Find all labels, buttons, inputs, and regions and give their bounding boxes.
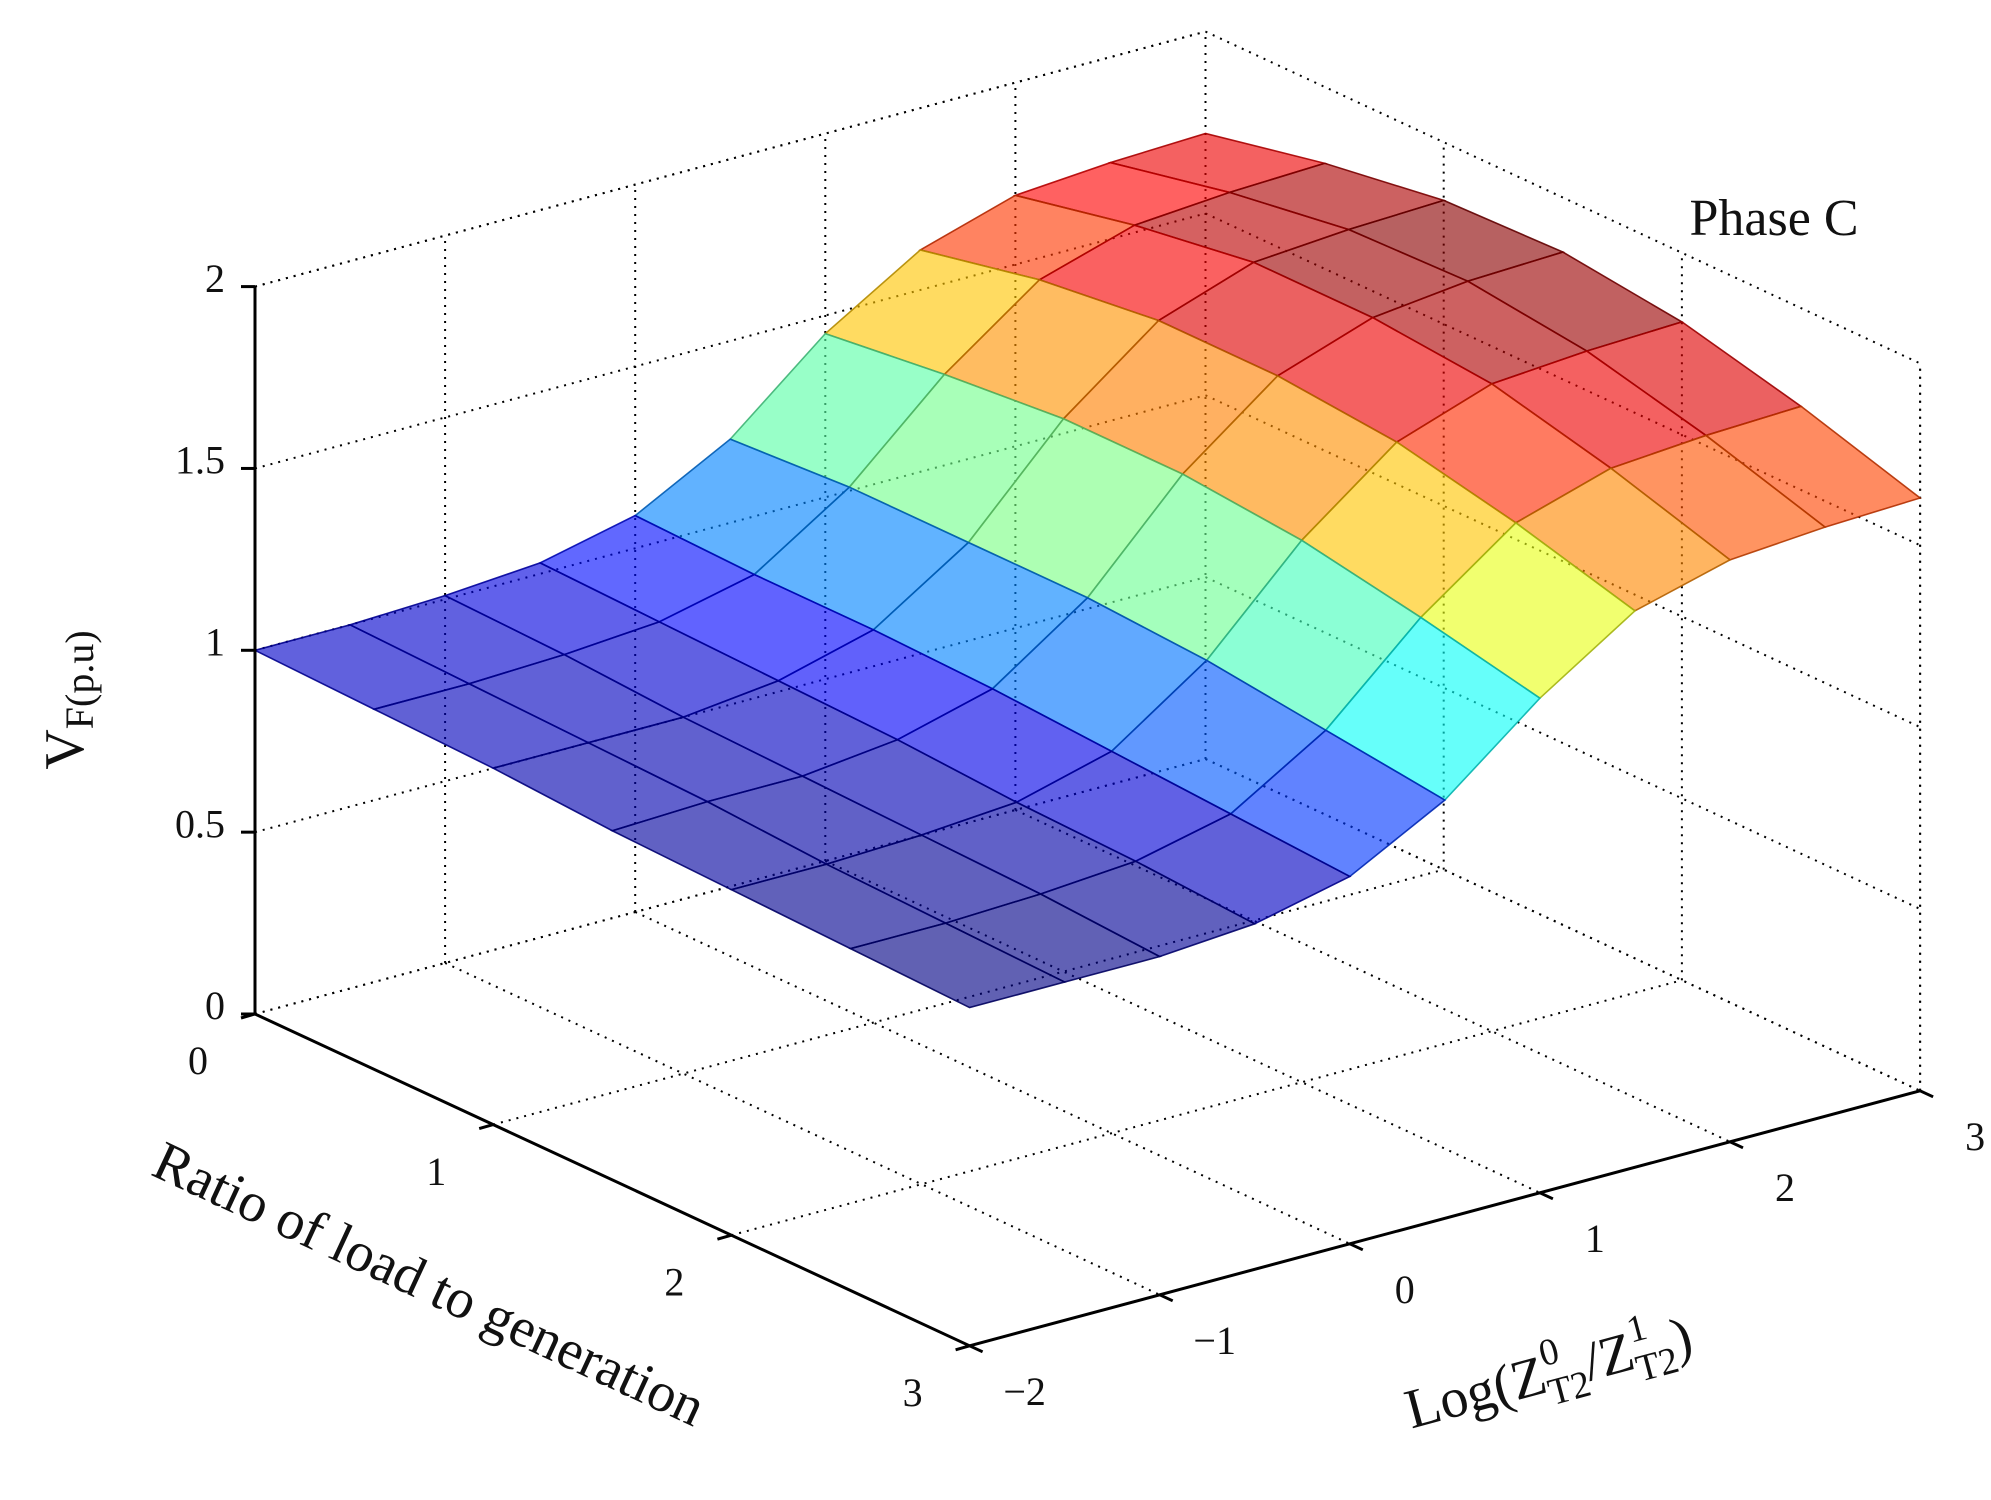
y-tick	[1729, 1140, 1744, 1150]
y-tick-label: 0	[1395, 1267, 1415, 1312]
z-tick-label: 1.5	[175, 438, 225, 483]
grid-line	[634, 911, 1351, 1245]
z-tick-label: 0.5	[175, 801, 225, 846]
y-tick-label: 1	[1585, 1216, 1605, 1261]
y-tick	[1349, 1242, 1364, 1252]
grid-line	[1205, 30, 1921, 365]
x-tick-label: 1	[426, 1149, 446, 1194]
z-axis-label: VF(p.u)	[34, 630, 102, 769]
x-tick-label: 0	[188, 1038, 208, 1083]
z-tick-label: 2	[205, 256, 225, 301]
y-tick	[1159, 1293, 1174, 1303]
grid-line	[1205, 576, 1921, 910]
x-tick-label: 3	[903, 1370, 923, 1415]
y-axis	[969, 1089, 1921, 1348]
surface	[252, 132, 1922, 1009]
grid-line	[444, 962, 1161, 1296]
surface-cell	[848, 922, 1067, 1009]
z-tick-label: 0	[205, 983, 225, 1028]
x-tick	[478, 1123, 494, 1131]
y-tick-label: 3	[1965, 1114, 1985, 1159]
y-tick-label: −1	[1193, 1318, 1236, 1363]
chart-title: Phase C	[1690, 190, 1859, 247]
y-tick-label: −2	[1003, 1369, 1046, 1414]
x-axis	[254, 1012, 971, 1348]
y-tick-label: 2	[1775, 1165, 1795, 1210]
grid-line	[824, 860, 1541, 1194]
y-tick	[968, 1344, 984, 1354]
x-tick-label: 2	[664, 1259, 684, 1304]
x-tick	[716, 1233, 732, 1241]
axes: 0 1 2 3 −2 −1 0 1 2 3 0 0.5 1 1.5 2	[175, 256, 1985, 1415]
grid-line	[1014, 809, 1731, 1143]
y-tick	[1919, 1089, 1934, 1099]
z-tick-label: 1	[205, 619, 225, 664]
x-tick	[955, 1344, 971, 1352]
grid-line	[1205, 758, 1921, 1092]
y-tick	[1539, 1191, 1554, 1201]
z-label-part: V	[34, 729, 96, 769]
z-label-part: F(p.u)	[57, 630, 102, 729]
